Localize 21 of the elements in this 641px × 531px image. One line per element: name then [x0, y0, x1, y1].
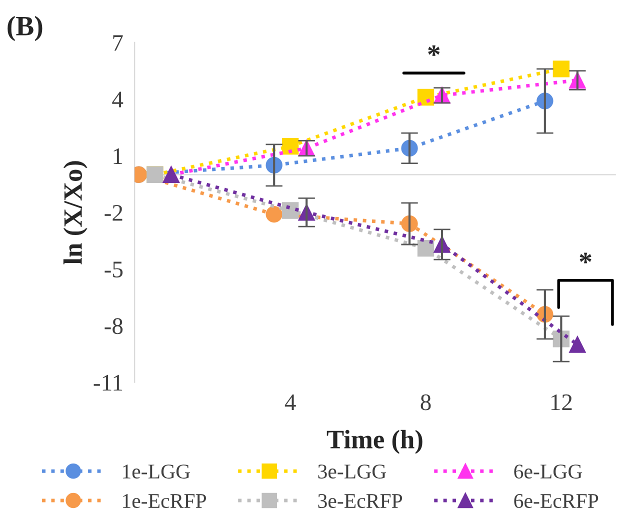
- x-axis-title: Time (h): [326, 430, 422, 454]
- legend-label: 3e-EcRFP: [318, 494, 402, 508]
- y-tick-label: 4: [112, 92, 124, 108]
- chart-title: (B): [8, 16, 42, 42]
- x-tick-label: 12: [551, 394, 572, 410]
- legend-label: 6e-EcRFP: [514, 494, 598, 508]
- annotation: *: [580, 252, 592, 264]
- legend-label: 3e-LGG: [318, 464, 386, 479]
- x-tick-label: 4: [284, 394, 296, 410]
- y-axis-title: ln (X/Xo): [63, 161, 88, 264]
- annotation: *: [428, 45, 440, 56]
- y-tick-label: -5: [104, 262, 123, 278]
- y-tick-label: 7: [113, 35, 123, 51]
- y-tick-label: 1: [114, 148, 122, 164]
- legend-label: 1e-LGG: [123, 464, 190, 479]
- y-tick-label: -11: [94, 374, 122, 391]
- y-tick-label: -8: [104, 318, 123, 334]
- legend-label: 6e-LGG: [514, 464, 582, 479]
- x-tick-label: 8: [420, 394, 431, 410]
- y-tick-label: -2: [104, 204, 122, 221]
- legend-label: 1e-EcRFP: [123, 494, 206, 508]
